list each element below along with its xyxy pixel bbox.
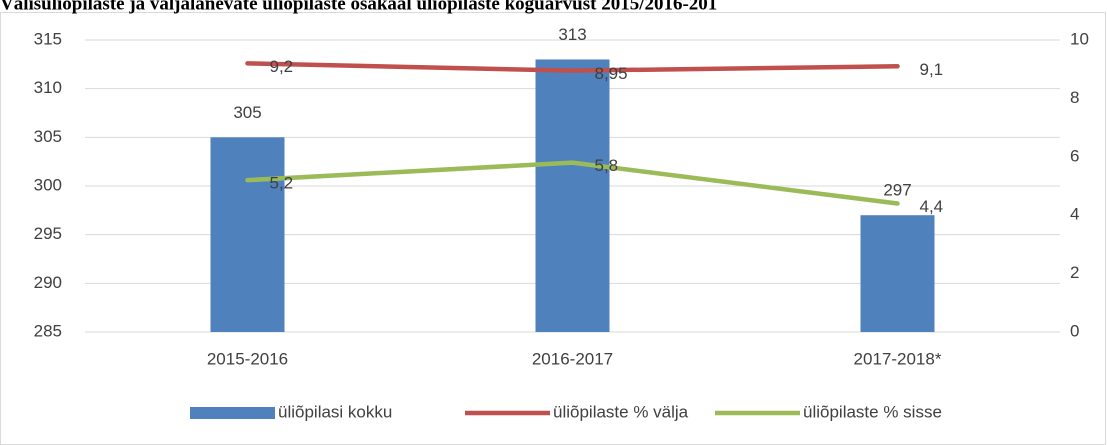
line <box>245 160 900 206</box>
y2-tick-label: 10 <box>1070 29 1089 48</box>
y-tick-label: 295 <box>34 224 62 243</box>
x-tick-label: 2016-2017 <box>532 349 613 368</box>
y2-tick-label: 8 <box>1070 88 1079 107</box>
data-label: 305 <box>233 103 261 122</box>
x-tick-label: 2015-2016 <box>207 349 288 368</box>
bar <box>535 59 610 332</box>
y2-tick-label: 6 <box>1070 146 1079 165</box>
bar <box>860 215 935 332</box>
bar <box>210 137 285 332</box>
data-label: 297 <box>883 181 911 200</box>
y-tick-label: 310 <box>34 78 62 97</box>
y-tick-label: 285 <box>34 321 62 340</box>
y2-tick-label: 2 <box>1070 263 1079 282</box>
y2-tick-label: 0 <box>1070 321 1079 340</box>
data-label: 9,1 <box>920 60 944 79</box>
y-tick-label: 300 <box>34 175 62 194</box>
legend-label: üliõpilaste % sisse <box>803 402 942 421</box>
data-label: 4,4 <box>920 197 944 216</box>
y-tick-label: 315 <box>34 29 62 48</box>
legend-label: üliõpilaste % välja <box>553 402 689 421</box>
legend-label: üliõpilasi kokku <box>278 402 392 421</box>
data-label: 9,2 <box>270 57 294 76</box>
data-label: 8,95 <box>595 64 628 83</box>
y-tick-label: 305 <box>34 127 62 146</box>
x-tick-label: 2017-2018* <box>854 349 942 368</box>
data-label: 313 <box>558 25 586 44</box>
data-label: 5,8 <box>595 156 619 175</box>
chart-title: Välisüliõpilaste ja väljalanevate üliõpi… <box>0 0 717 14</box>
y-tick-label: 290 <box>34 273 62 292</box>
line <box>245 61 900 73</box>
legend-swatch <box>190 407 275 419</box>
data-label: 5,2 <box>270 174 294 193</box>
y2-tick-label: 4 <box>1070 205 1079 224</box>
